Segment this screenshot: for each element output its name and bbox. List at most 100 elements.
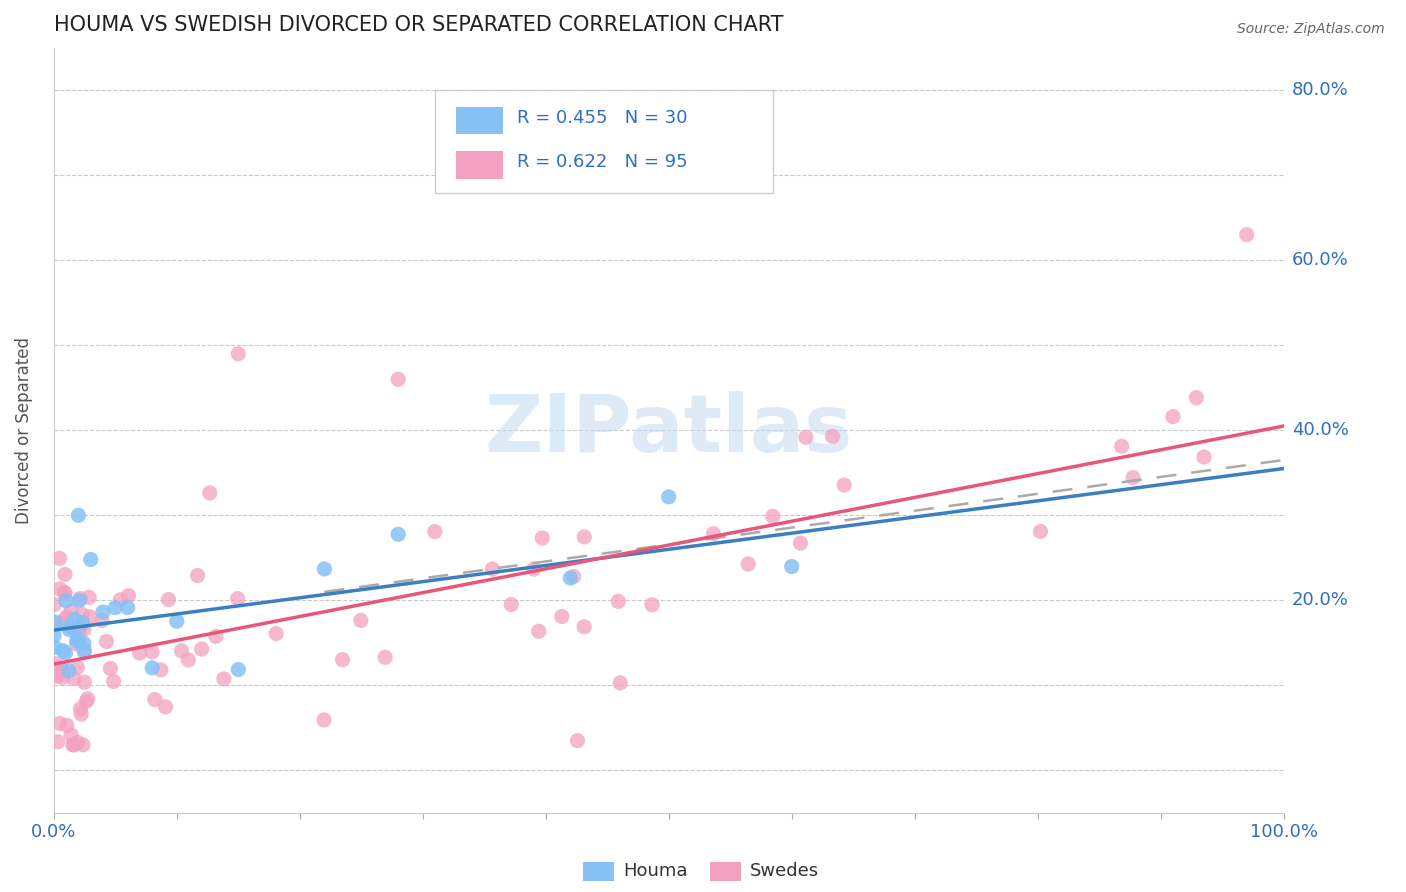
Text: ZIPatlas: ZIPatlas — [485, 392, 853, 469]
Point — [45, 657, 67, 671]
Point — [104, 600, 127, 615]
Point — [80, 552, 103, 566]
Point — [72, 738, 94, 752]
Point — [73, 622, 96, 636]
Point — [128, 646, 150, 660]
Point — [67, 632, 90, 647]
Point — [141, 645, 163, 659]
Point — [198, 486, 221, 500]
Point — [63, 738, 86, 752]
Point — [177, 653, 200, 667]
Point — [79, 609, 101, 624]
Point — [91, 605, 114, 619]
Point — [523, 562, 546, 576]
Point — [149, 663, 172, 677]
Point — [44, 615, 66, 629]
Point — [75, 694, 97, 708]
Point — [73, 644, 96, 658]
Point — [312, 713, 335, 727]
Point — [527, 624, 550, 639]
Point — [1029, 524, 1052, 539]
Point — [76, 691, 98, 706]
Point — [264, 626, 287, 640]
Y-axis label: Divorced or Separated: Divorced or Separated — [15, 337, 32, 524]
Point — [66, 633, 89, 648]
Point — [56, 609, 79, 624]
Point — [52, 665, 75, 679]
Point — [641, 598, 664, 612]
Point — [49, 582, 72, 596]
Point — [56, 718, 79, 732]
Point — [780, 559, 803, 574]
Point — [350, 614, 373, 628]
Point — [72, 615, 94, 630]
Point — [46, 669, 69, 683]
Point — [67, 622, 90, 636]
Point — [67, 508, 90, 523]
Point — [59, 619, 82, 633]
Point — [91, 614, 114, 628]
Point — [226, 591, 249, 606]
Text: Source: ZipAtlas.com: Source: ZipAtlas.com — [1237, 22, 1385, 37]
Point — [53, 586, 76, 600]
Text: HOUMA VS SWEDISH DIVORCED OR SEPARATED CORRELATION CHART: HOUMA VS SWEDISH DIVORCED OR SEPARATED C… — [53, 15, 783, 35]
Point — [42, 629, 65, 643]
Text: 20.0%: 20.0% — [1292, 591, 1348, 609]
Point — [62, 738, 84, 752]
Point — [66, 660, 89, 674]
Point — [73, 643, 96, 657]
Point — [110, 592, 132, 607]
Point — [69, 619, 91, 633]
Point — [658, 490, 681, 504]
Point — [141, 661, 163, 675]
Point — [572, 620, 595, 634]
Point — [52, 643, 75, 657]
Point — [212, 672, 235, 686]
Point — [1161, 409, 1184, 424]
Point — [51, 671, 73, 685]
Point — [66, 631, 89, 645]
Point — [67, 634, 90, 648]
Point — [226, 663, 249, 677]
Point — [531, 531, 554, 545]
Point — [205, 629, 228, 643]
Point — [103, 674, 125, 689]
Text: Swedes: Swedes — [749, 863, 818, 880]
Point — [77, 591, 100, 605]
Point — [423, 524, 446, 539]
Point — [65, 637, 87, 651]
Text: R = 0.622   N = 95: R = 0.622 N = 95 — [517, 153, 688, 171]
Point — [501, 598, 523, 612]
Point — [332, 653, 354, 667]
Point — [117, 589, 139, 603]
Point — [1185, 391, 1208, 405]
Point — [117, 600, 139, 615]
Point — [96, 634, 118, 648]
Text: 60.0%: 60.0% — [1292, 252, 1348, 269]
Point — [100, 661, 122, 675]
Point — [60, 728, 83, 742]
Point — [702, 526, 724, 541]
Point — [73, 636, 96, 650]
Point — [226, 347, 249, 361]
Point — [314, 562, 336, 576]
Point — [481, 562, 503, 576]
Point — [70, 707, 93, 722]
Point — [190, 642, 212, 657]
Point — [170, 644, 193, 658]
Point — [762, 509, 785, 524]
Point — [562, 569, 585, 583]
Point — [51, 663, 73, 677]
Point — [374, 650, 396, 665]
Point — [387, 372, 409, 386]
Point — [53, 612, 76, 626]
Point — [70, 607, 93, 622]
Text: Houma: Houma — [623, 863, 688, 880]
Point — [789, 536, 811, 550]
Point — [44, 598, 66, 612]
Point — [1236, 227, 1258, 242]
Point — [607, 594, 630, 608]
Point — [821, 429, 844, 443]
Point — [794, 430, 817, 444]
Point — [66, 735, 89, 749]
